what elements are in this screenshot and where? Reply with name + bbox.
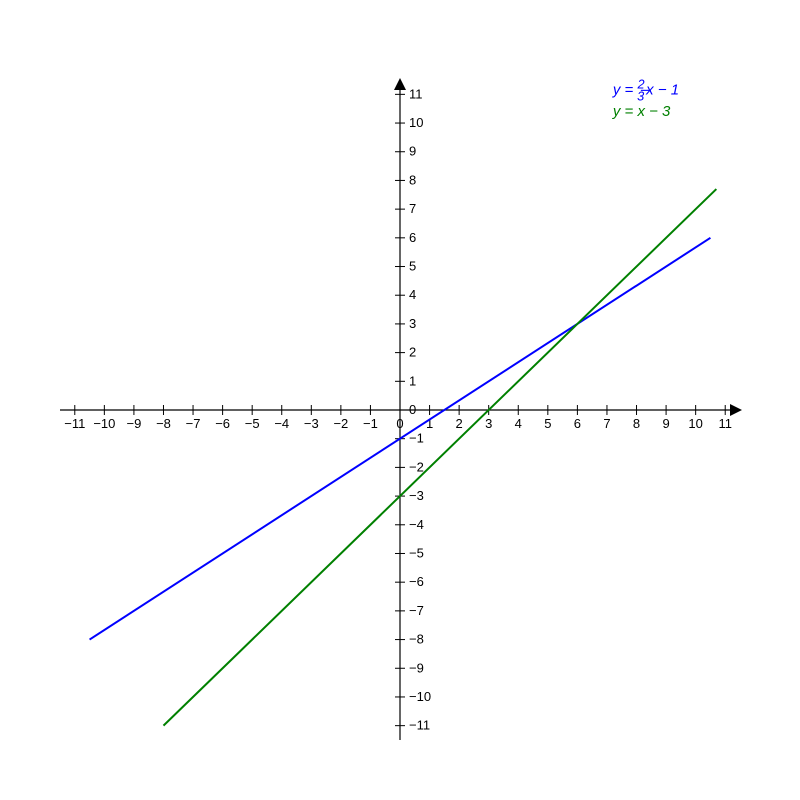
x-tick-label: 3 xyxy=(485,416,492,431)
x-tick-label: −10 xyxy=(93,416,115,431)
x-tick-label: 11 xyxy=(718,416,732,431)
y-tick-label: −7 xyxy=(409,603,424,618)
x-tick-label: −1 xyxy=(363,416,378,431)
legend: y = 23x − 1y = x − 3 xyxy=(612,76,679,120)
x-tick-label: −2 xyxy=(333,416,348,431)
series-line2 xyxy=(163,189,716,726)
x-tick-label: 0 xyxy=(396,416,403,431)
y-tick-label: 1 xyxy=(409,373,416,388)
y-tick-label: 0 xyxy=(409,402,416,417)
plot-lines xyxy=(90,189,717,726)
y-tick-label: −1 xyxy=(409,431,424,446)
y-tick-label: −3 xyxy=(409,488,424,503)
y-tick-label: −8 xyxy=(409,632,424,647)
axis-arrowhead xyxy=(394,78,406,90)
y-tick-label: −10 xyxy=(409,689,431,704)
y-tick-label: −5 xyxy=(409,545,424,560)
y-tick-label: −4 xyxy=(409,517,424,532)
x-tick-label: 4 xyxy=(515,416,522,431)
axes xyxy=(60,78,742,740)
y-tick-label: 10 xyxy=(409,115,423,130)
y-tick-label: 9 xyxy=(409,144,416,159)
x-tick-label: 6 xyxy=(574,416,581,431)
y-tick-label: 6 xyxy=(409,230,416,245)
legend-entry-line2: y = x − 3 xyxy=(612,103,671,120)
x-tick-label: 5 xyxy=(544,416,551,431)
x-tick-label: 9 xyxy=(662,416,669,431)
x-tick-label: 8 xyxy=(633,416,640,431)
y-tick-label: 3 xyxy=(409,316,416,331)
y-tick-label: −2 xyxy=(409,459,424,474)
y-tick-label: 4 xyxy=(409,287,416,302)
x-tick-label: −5 xyxy=(245,416,260,431)
y-tick-label: −9 xyxy=(409,660,424,675)
y-tick-label: 7 xyxy=(409,201,416,216)
y-tick-label: 8 xyxy=(409,172,416,187)
x-tick-label: 10 xyxy=(688,416,702,431)
y-tick-label: −6 xyxy=(409,574,424,589)
x-tick-label: −7 xyxy=(186,416,201,431)
y-tick-label: 2 xyxy=(409,345,416,360)
x-tick-label: −6 xyxy=(215,416,230,431)
linear-equations-chart: −11−10−9−8−7−6−5−4−3−2−101234567891011−1… xyxy=(0,0,800,800)
y-tick-label: −11 xyxy=(409,718,430,733)
x-tick-label: −9 xyxy=(126,416,141,431)
x-tick-label: −4 xyxy=(274,416,289,431)
x-tick-label: −11 xyxy=(64,416,85,431)
y-tick-label: 11 xyxy=(409,86,423,101)
x-tick-label: −8 xyxy=(156,416,171,431)
x-tick-label: −3 xyxy=(304,416,319,431)
x-tick-label: 7 xyxy=(603,416,610,431)
x-tick-label: 2 xyxy=(456,416,463,431)
axis-arrowhead xyxy=(730,404,742,416)
y-tick-label: 5 xyxy=(409,259,416,274)
